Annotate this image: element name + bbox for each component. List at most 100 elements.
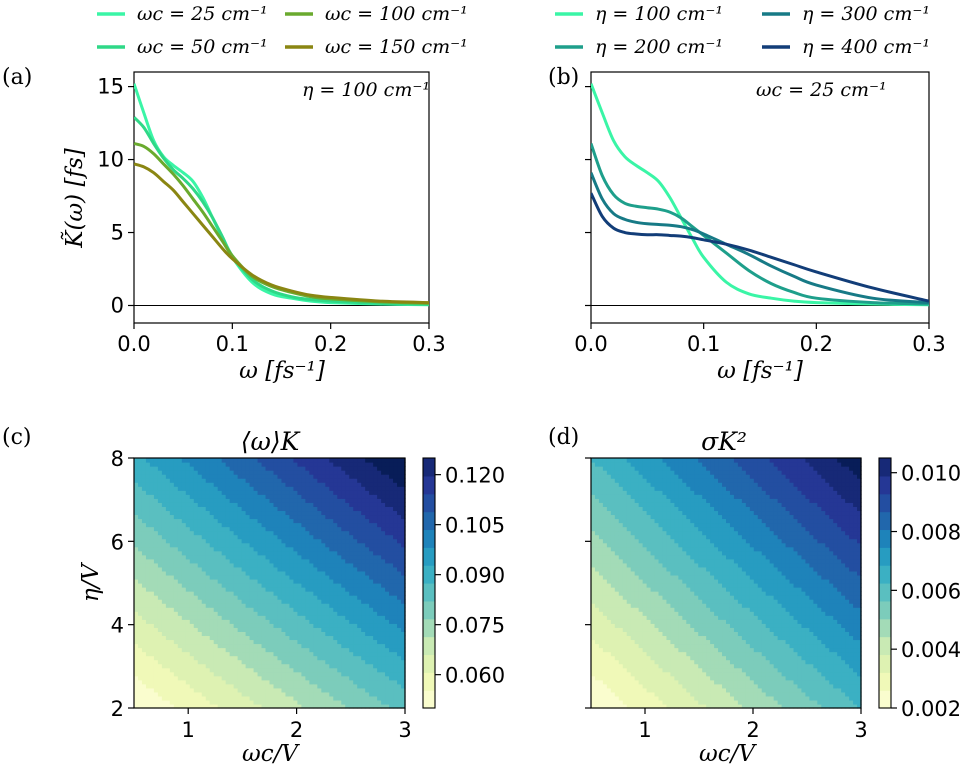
heatmap-cell <box>189 663 195 669</box>
heatmap-cell <box>173 566 179 572</box>
heatmap-cell <box>321 695 326 701</box>
heatmap-cell <box>173 627 179 632</box>
heatmap-cell <box>401 671 406 677</box>
heatmap-cell <box>357 667 362 673</box>
heatmap-cell <box>305 506 310 512</box>
heatmap-cell <box>602 655 608 661</box>
heatmap-cell <box>181 522 187 528</box>
heatmap-cell <box>141 651 147 657</box>
heatmap-cell <box>317 663 322 669</box>
colorbar-tick-label: 0.105 <box>445 514 505 538</box>
heatmap-cell <box>622 643 628 649</box>
heatmap-cell <box>365 458 370 463</box>
heatmap-cell <box>185 603 191 608</box>
heatmap-cell <box>237 466 243 471</box>
heatmap-cell <box>305 502 310 507</box>
heatmap-cell <box>233 639 239 645</box>
heatmap-cell <box>269 458 275 463</box>
heatmap-cell <box>349 675 354 681</box>
heatmap-cell <box>249 627 255 632</box>
heatmap-cell <box>233 619 239 624</box>
heatmap-cell <box>149 534 155 540</box>
heatmap-cell <box>205 691 211 697</box>
heatmap-cell <box>317 542 322 548</box>
heatmap-cell <box>305 655 310 661</box>
heatmap-cell <box>626 502 632 507</box>
heatmap-cell <box>594 462 600 467</box>
heatmap-cell <box>173 578 179 584</box>
heatmap-cell <box>341 530 346 536</box>
heatmap-cell <box>245 599 251 604</box>
heatmap-cell <box>349 570 354 576</box>
heatmap-cell <box>361 494 366 499</box>
panel-b-lines <box>591 83 929 307</box>
heatmap-cell <box>181 595 187 600</box>
heatmap-cell <box>393 458 398 463</box>
heatmap-cell <box>397 538 402 544</box>
heatmap-cell <box>165 522 171 528</box>
heatmap-cell <box>622 639 628 645</box>
heatmap-cell <box>389 651 394 657</box>
heatmap-cell <box>385 534 390 540</box>
heatmap-cell <box>401 591 406 596</box>
heatmap-cell <box>193 647 199 653</box>
heatmap-cell <box>626 494 632 499</box>
heatmap-cell <box>626 659 632 665</box>
heatmap-cell <box>201 474 207 479</box>
heatmap-cell <box>245 494 251 499</box>
heatmap-cell <box>241 470 247 475</box>
heatmap-cell <box>389 578 394 584</box>
heatmap-cell <box>297 550 302 556</box>
heatmap-cell <box>297 599 302 604</box>
heatmap-cell <box>265 671 271 677</box>
heatmap-cell <box>209 647 215 653</box>
heatmap-cell <box>153 587 159 592</box>
heatmap-cell <box>165 526 171 532</box>
heatmap-cell <box>606 498 612 503</box>
heatmap-cell <box>602 470 608 475</box>
heatmap-cell <box>245 687 251 693</box>
heatmap-cell <box>213 526 219 532</box>
heatmap-cell <box>137 514 143 520</box>
heatmap-cell <box>393 486 398 491</box>
heatmap-cell <box>598 566 604 572</box>
heatmap-cell <box>626 570 632 576</box>
heatmap-cell <box>598 526 604 532</box>
heatmap-cell <box>606 659 612 665</box>
heatmap-cell <box>245 635 251 641</box>
heatmap-cell <box>181 550 187 556</box>
heatmap-cell <box>145 574 151 580</box>
heatmap-cell <box>357 486 362 491</box>
heatmap-cell <box>269 607 275 612</box>
heatmap-cell <box>193 526 199 532</box>
heatmap-cell <box>393 619 398 624</box>
heatmap-cell <box>630 558 636 564</box>
heatmap-cell <box>389 607 394 612</box>
heatmap-cell <box>381 607 386 612</box>
heatmap-cell <box>305 607 310 612</box>
heatmap-cell <box>229 558 235 564</box>
heatmap-cell <box>253 647 259 653</box>
heatmap-cell <box>361 663 366 669</box>
heatmap-cell <box>602 474 608 479</box>
heatmap-cell <box>185 607 191 612</box>
heatmap-cell <box>305 510 310 516</box>
heatmap-cell <box>401 691 406 697</box>
heatmap-cell <box>233 667 239 673</box>
heatmap-cell <box>393 534 398 540</box>
heatmap-cell <box>309 514 314 520</box>
heatmap-cell <box>169 510 175 516</box>
heatmap-cell <box>333 671 338 677</box>
heatmap-cell <box>161 703 167 709</box>
heatmap-cell <box>149 522 155 528</box>
heatmap-cell <box>373 619 378 624</box>
heatmap-cell <box>201 583 207 588</box>
heatmap-cell <box>397 583 402 588</box>
heatmap-cell <box>401 542 406 548</box>
heatmap-cell <box>229 591 235 596</box>
heatmap-cell <box>345 647 350 653</box>
heatmap-cell <box>341 695 346 701</box>
heatmap-cell <box>285 578 291 584</box>
heatmap-cell <box>225 534 231 540</box>
heatmap-cell <box>598 655 604 661</box>
